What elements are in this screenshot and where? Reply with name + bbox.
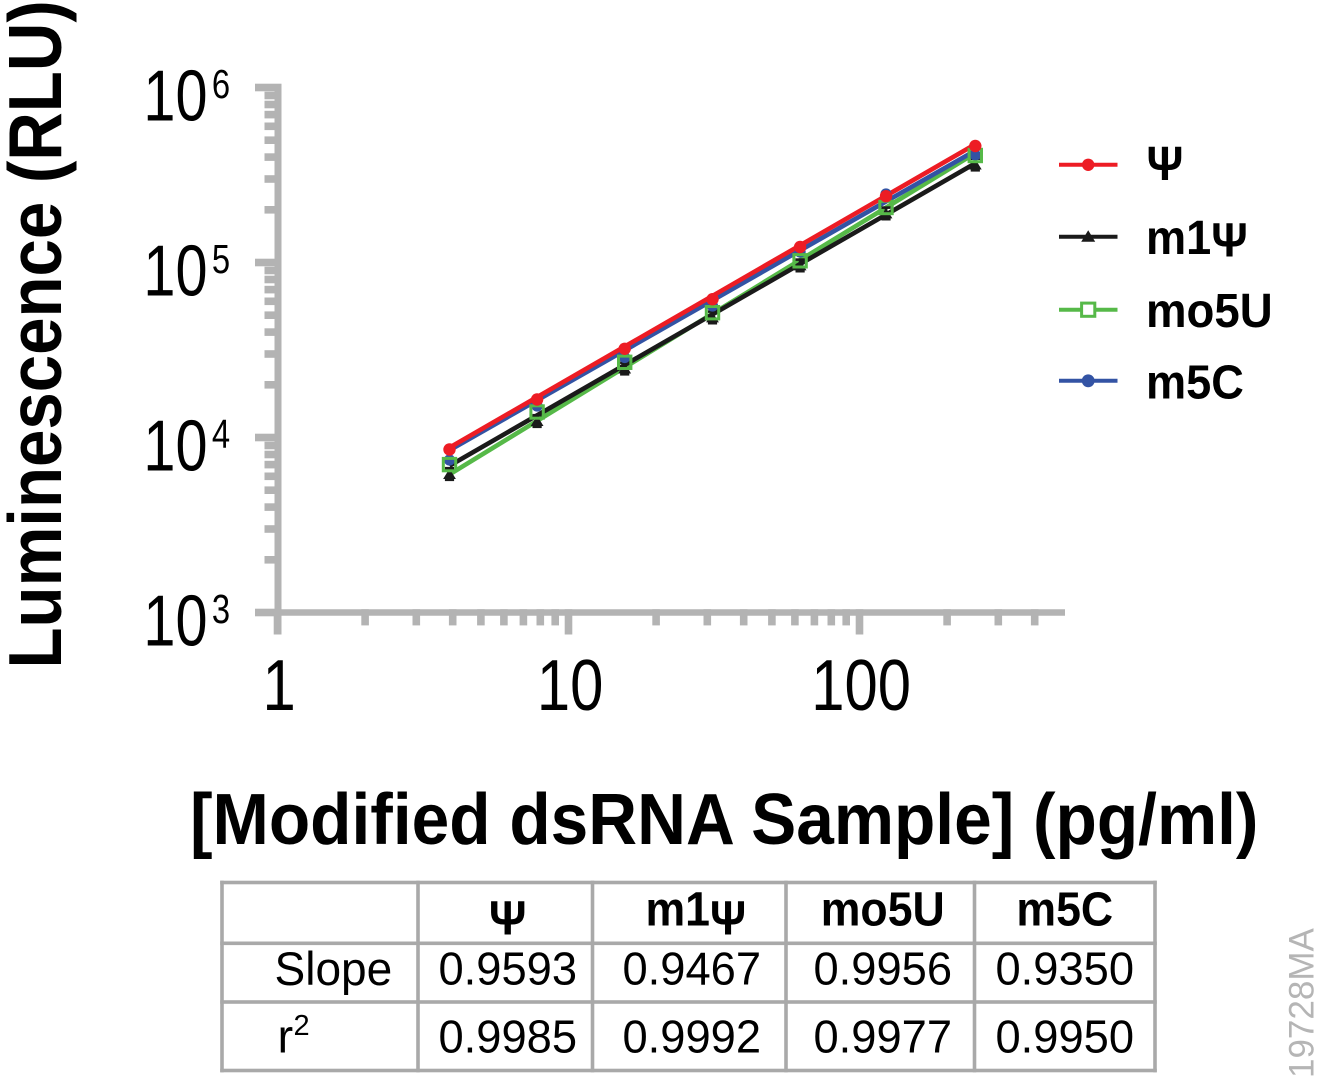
- svg-text:2: 2: [294, 1010, 310, 1042]
- svg-text:10: 10: [143, 580, 207, 661]
- svg-text:Luminescence (RLU): Luminescence (RLU): [0, 0, 78, 668]
- svg-text:mo5U: mo5U: [1146, 284, 1273, 337]
- svg-text:m5C: m5C: [1146, 355, 1244, 409]
- svg-text:m5C: m5C: [1016, 882, 1113, 936]
- svg-text:6: 6: [212, 60, 230, 106]
- svg-text:m1Ψ: m1Ψ: [645, 882, 746, 945]
- svg-text:0.9956: 0.9956: [813, 943, 952, 994]
- svg-text:10: 10: [143, 230, 207, 311]
- svg-text:Slope: Slope: [275, 943, 393, 996]
- svg-text:0.9977: 0.9977: [813, 1011, 952, 1062]
- svg-text:0.9985: 0.9985: [438, 1011, 577, 1062]
- svg-text:10: 10: [537, 646, 603, 727]
- svg-text:0.9350: 0.9350: [995, 943, 1134, 994]
- svg-text:[Modified dsRNA Sample] (pg/ml: [Modified dsRNA Sample] (pg/ml): [190, 779, 1258, 860]
- svg-text:5: 5: [212, 235, 230, 281]
- svg-text:10: 10: [143, 55, 207, 136]
- svg-text:100: 100: [811, 646, 911, 727]
- svg-text:r: r: [278, 1010, 294, 1063]
- svg-text:0.9992: 0.9992: [622, 1011, 761, 1062]
- svg-text:mo5U: mo5U: [821, 882, 945, 936]
- svg-text:4: 4: [212, 410, 230, 456]
- svg-text:3: 3: [212, 585, 230, 631]
- svg-text:Ψ: Ψ: [1147, 137, 1184, 190]
- svg-text:10: 10: [143, 405, 207, 486]
- svg-text:19728MA: 19728MA: [1283, 928, 1322, 1076]
- svg-text:0.9950: 0.9950: [995, 1011, 1134, 1062]
- svg-text:m1Ψ: m1Ψ: [1146, 211, 1248, 267]
- svg-text:Ψ: Ψ: [489, 892, 527, 946]
- svg-text:0.9467: 0.9467: [622, 943, 761, 994]
- svg-text:0.9593: 0.9593: [438, 943, 577, 994]
- svg-text:1: 1: [262, 646, 295, 727]
